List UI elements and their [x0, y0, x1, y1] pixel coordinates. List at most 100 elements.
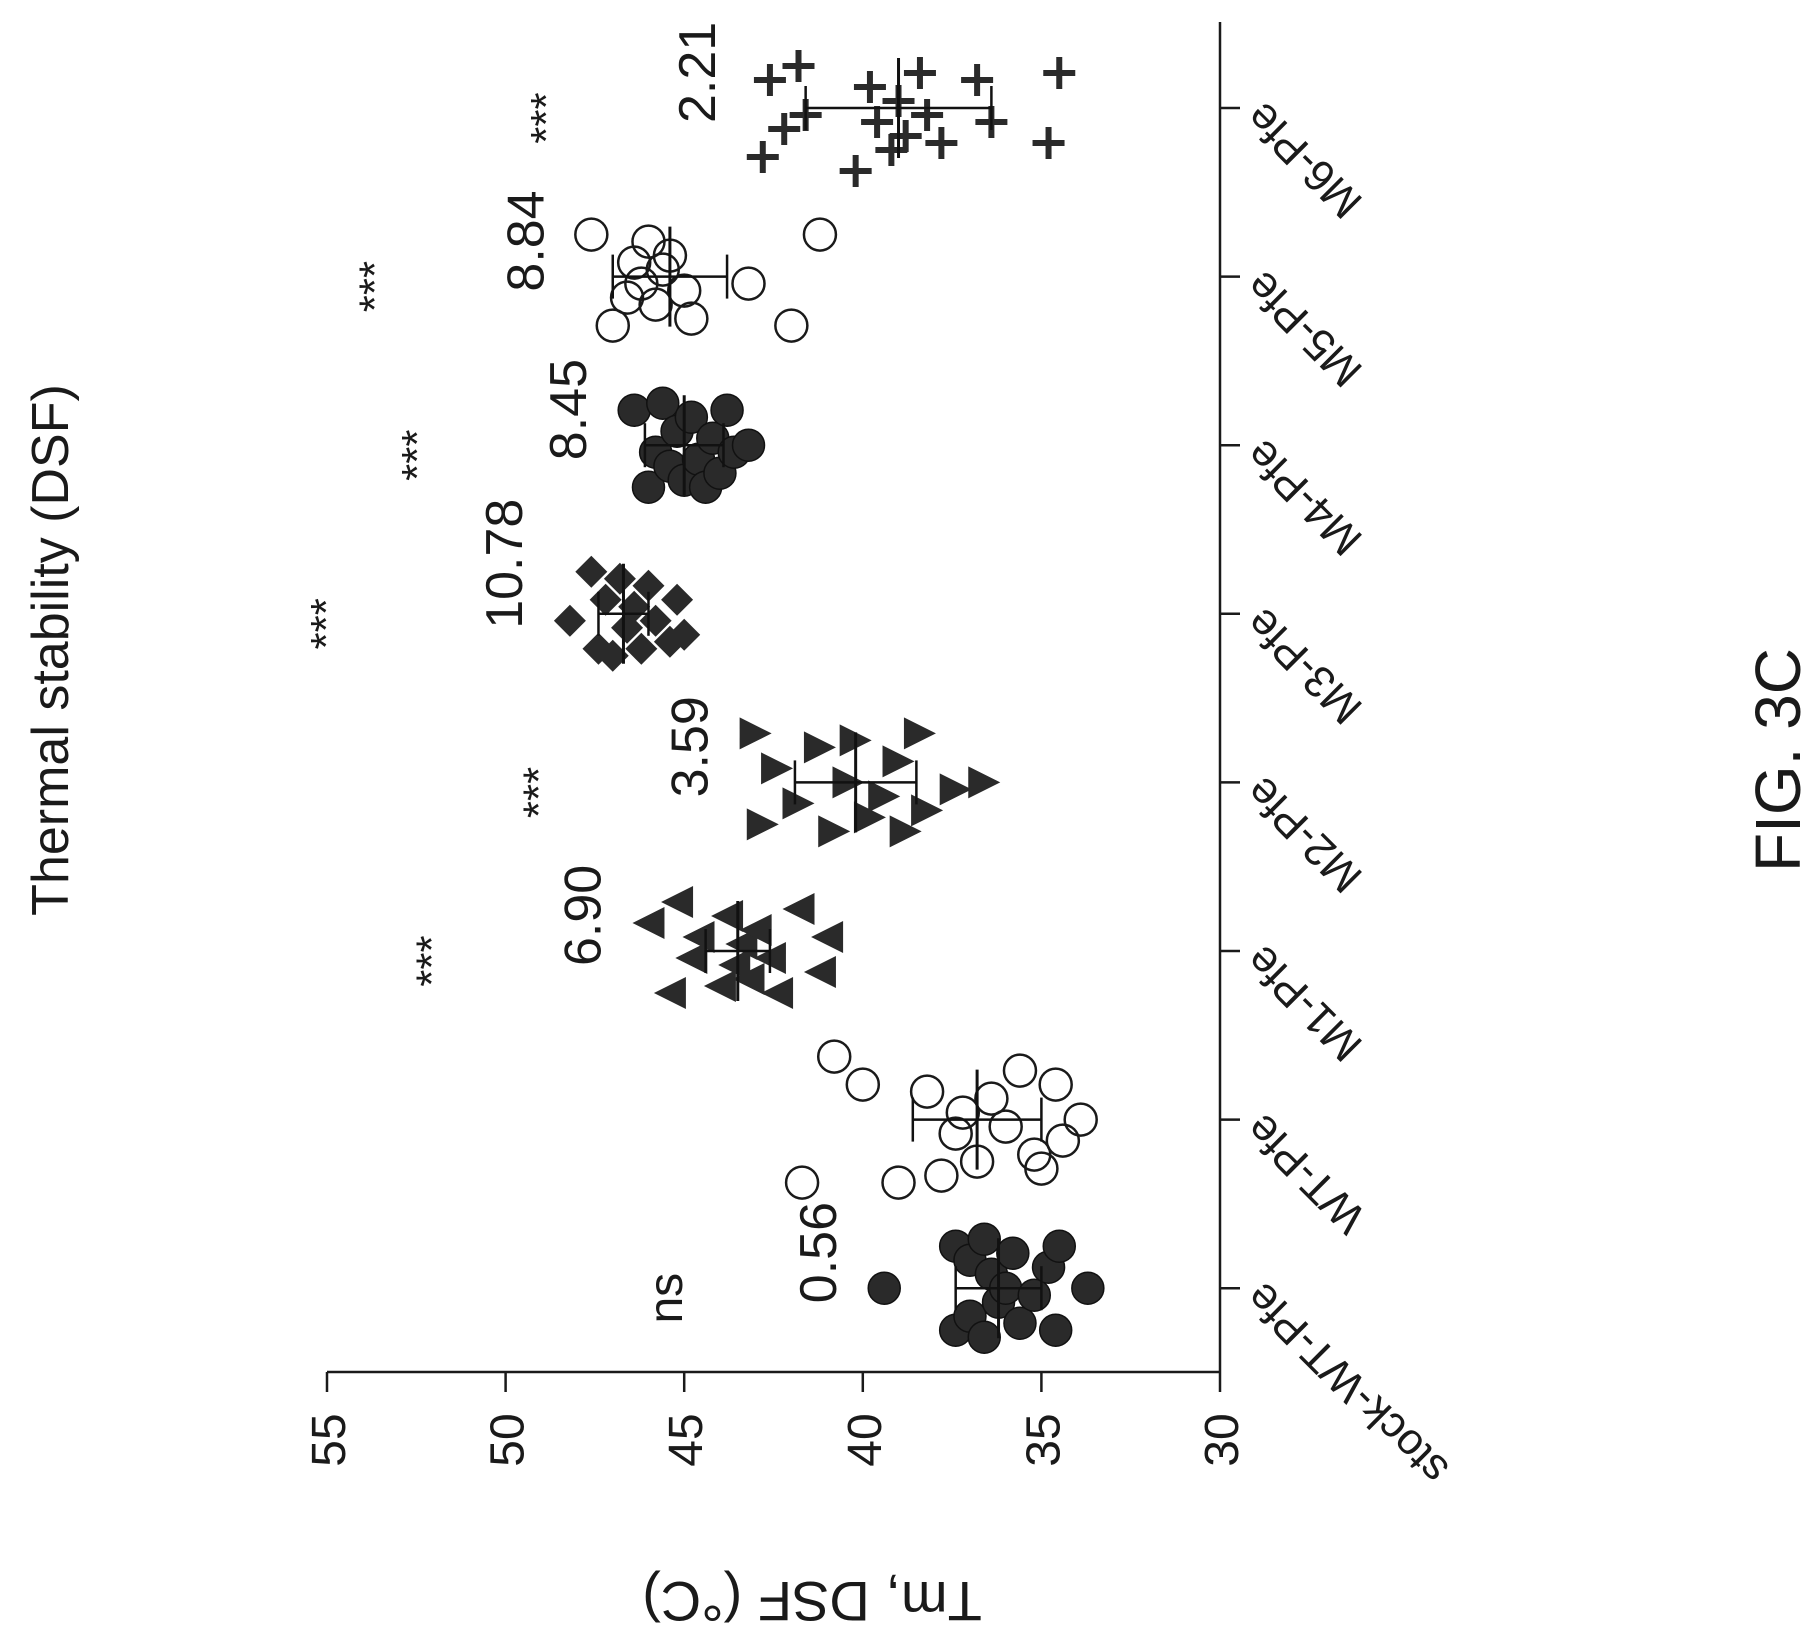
data-point: [746, 808, 779, 841]
data-point: [774, 308, 809, 343]
data-point: [575, 555, 608, 588]
data-point: [925, 127, 958, 159]
data-point: [674, 301, 709, 336]
annotation-value: 8.45: [540, 359, 598, 460]
data-point: [625, 632, 658, 665]
data-point: [782, 50, 815, 82]
category-tick-label: M2-Pfe: [1237, 767, 1372, 902]
data-point: [631, 470, 666, 504]
data-point: [666, 273, 702, 308]
data-point: [974, 1081, 1009, 1116]
data-point: [882, 745, 915, 778]
data-point: [1071, 1271, 1105, 1305]
data-point: [784, 1165, 820, 1200]
data-point: [661, 886, 694, 918]
data-point: [624, 266, 659, 301]
category-tick-label: M1-Pfe: [1237, 936, 1372, 1071]
data-point: [609, 280, 645, 315]
data-point: [967, 1222, 1001, 1256]
data-point: [1002, 1053, 1038, 1088]
category-tick-label: stock-WT-Pfe: [1237, 1273, 1458, 1494]
data-point: [939, 773, 972, 806]
data-point: [811, 921, 844, 953]
category-tick-label: M5-Pfe: [1237, 261, 1372, 396]
data-point: [889, 815, 922, 848]
data-point: [617, 393, 651, 427]
data-point: [553, 604, 586, 637]
data-point: [867, 1271, 901, 1305]
significance-label: ns: [640, 1273, 693, 1324]
data-point: [596, 639, 629, 672]
data-point: [909, 1074, 945, 1109]
data-point: [603, 562, 636, 595]
value-tick-label: 50: [482, 1413, 535, 1466]
data-point: [1038, 1067, 1073, 1102]
data-point: [818, 815, 851, 848]
data-point: [1003, 1306, 1037, 1340]
data-point: [718, 949, 751, 981]
data-point: [945, 1095, 981, 1130]
data-point: [1043, 57, 1076, 89]
data-point: [761, 752, 794, 785]
data-point: [802, 217, 838, 252]
category-tick-label: M4-Pfe: [1237, 430, 1372, 565]
significance-label: ***: [393, 430, 442, 481]
data-point: [638, 287, 673, 322]
data-point: [839, 155, 872, 187]
significance-label: ***: [350, 261, 399, 312]
data-point: [967, 1320, 1001, 1354]
data-point: [911, 99, 944, 131]
value-tick-label: 40: [839, 1413, 892, 1466]
data-point: [739, 914, 772, 946]
significance-label: ***: [522, 92, 571, 143]
category-tick-label: M6-Pfe: [1237, 93, 1372, 228]
data-point: [803, 731, 836, 764]
value-tick-label: 35: [1017, 1413, 1070, 1466]
data-point: [1042, 1229, 1077, 1263]
data-point: [816, 1039, 852, 1074]
data-point: [768, 113, 801, 145]
data-point: [853, 71, 886, 103]
category-tick-label: M3-Pfe: [1237, 599, 1372, 734]
value-tick-label: 55: [303, 1413, 356, 1466]
annotation-value: 2.21: [669, 22, 727, 123]
data-point: [1045, 1123, 1081, 1158]
data-point: [653, 977, 686, 1009]
data-point: [711, 900, 744, 932]
data-point: [845, 1067, 881, 1102]
annotation-value: 3.59: [662, 696, 720, 797]
data-point: [1063, 1102, 1098, 1137]
data-point: [903, 57, 936, 89]
figure-label: FIG. 3C: [1742, 648, 1814, 872]
data-point: [646, 386, 680, 420]
data-point: [861, 106, 894, 138]
data-point: [746, 141, 779, 173]
data-point: [988, 1109, 1023, 1144]
category-tick-label: WT-Pfe: [1237, 1104, 1375, 1242]
annotation-value: 0.56: [790, 1202, 848, 1303]
data-point: [889, 120, 922, 152]
data-point: [675, 942, 708, 974]
data-point: [574, 217, 609, 252]
data-point: [875, 134, 908, 166]
data-point: [710, 393, 744, 427]
annotation-value: 8.84: [497, 190, 555, 291]
significance-label: ***: [407, 935, 456, 986]
data-point: [595, 308, 631, 343]
chart-title: Thermal stability (DSF): [22, 384, 80, 916]
data-point: [703, 970, 736, 1002]
data-point: [903, 717, 936, 750]
data-point: [731, 266, 766, 301]
data-point: [731, 428, 766, 462]
data-point: [938, 1116, 973, 1151]
value-tick-label: 45: [660, 1413, 713, 1466]
value-tick-label: 30: [1196, 1413, 1249, 1466]
data-point: [753, 64, 786, 96]
data-point: [661, 583, 694, 616]
annotation-value: 6.90: [554, 865, 612, 966]
data-point: [1032, 127, 1065, 159]
data-point: [996, 1236, 1030, 1270]
data-point: [1024, 1151, 1059, 1186]
